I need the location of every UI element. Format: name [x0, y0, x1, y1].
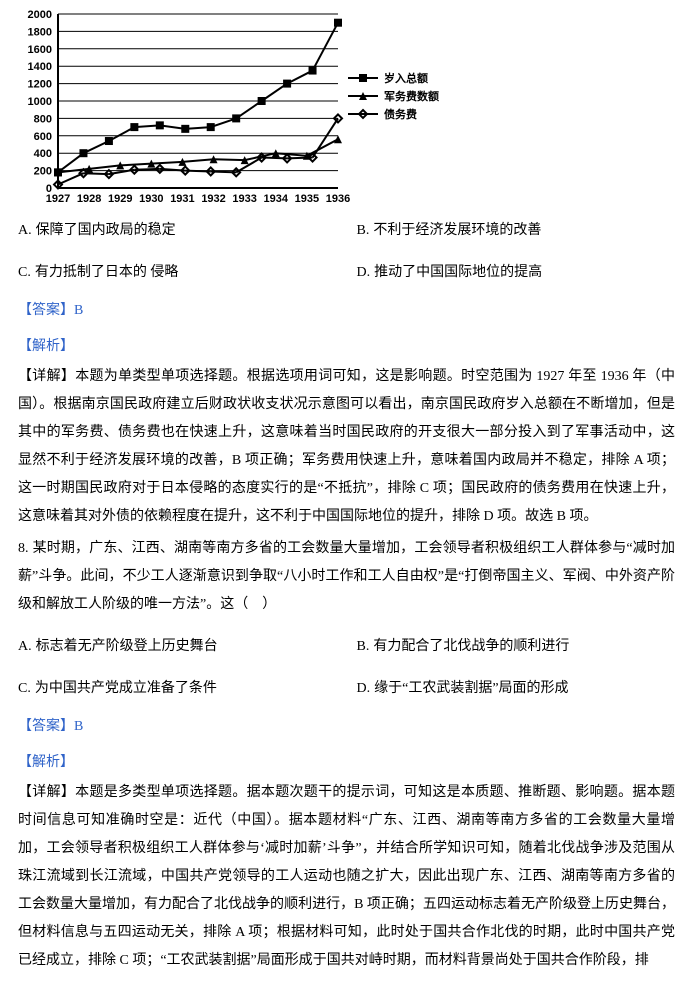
svg-text:1928: 1928 [77, 193, 101, 203]
option-label: D. [357, 675, 371, 703]
svg-text:1934: 1934 [264, 193, 289, 203]
option-label: C. [18, 259, 31, 287]
svg-text:200: 200 [34, 166, 52, 178]
q7-options: A. 保障了国内政局的稳定 B. 不利于经济发展环境的改善 C. 有力抵制了日本… [18, 217, 675, 287]
svg-text:1930: 1930 [139, 193, 163, 203]
svg-text:1927: 1927 [46, 193, 70, 203]
svg-text:600: 600 [34, 131, 52, 143]
q8-answer: 【答案】B [18, 713, 675, 741]
answer-label: 【答案】 [18, 719, 74, 734]
q8-stem-text: 某时期，广东、江西、湖南等南方多省的工会数量大量增加，工会领导者积极组织工人群体… [18, 541, 675, 612]
svg-text:2000: 2000 [28, 9, 52, 21]
svg-text:1929: 1929 [108, 193, 132, 203]
option-text: 为中国共产党成立准备了条件 [35, 675, 217, 703]
option-label: D. [357, 259, 371, 287]
svg-text:1932: 1932 [201, 193, 225, 203]
svg-text:债务费: 债务费 [384, 107, 417, 121]
option-text: 标志着无产阶级登上历史舞台 [36, 633, 218, 661]
q8-options: A. 标志着无产阶级登上历史舞台 B. 有力配合了北伐战争的顺利进行 C. 为中… [18, 633, 675, 703]
svg-text:1600: 1600 [28, 44, 52, 56]
option-text: 有力配合了北伐战争的顺利进行 [373, 633, 569, 661]
svg-text:军务费数额: 军务费数额 [384, 89, 439, 103]
option-text: 有力抵制了日本的 侵略 [35, 259, 179, 287]
svg-text:1931: 1931 [170, 193, 194, 203]
option-label: C. [18, 675, 31, 703]
answer-value: B [74, 303, 83, 318]
svg-text:1800: 1800 [28, 26, 52, 38]
q7-analysis-label: 【解析】 [18, 333, 675, 361]
option-label: B. [357, 217, 370, 245]
option-label: B. [357, 633, 370, 661]
line-chart: 0200400600800100012001400160018002000192… [18, 8, 675, 203]
svg-text:1000: 1000 [28, 96, 52, 108]
option-label: A. [18, 633, 32, 661]
option-text: 缘于“工农武装割据”局面的形成 [374, 675, 568, 703]
svg-text:400: 400 [34, 148, 52, 160]
option-label: A. [18, 217, 32, 245]
answer-label: 【答案】 [18, 303, 74, 318]
details-label: 【详解】 [18, 369, 75, 384]
q7-details: 【详解】本题为单类型单项选择题。根据选项用词可知，这是影响题。时空范围为 192… [18, 363, 675, 531]
svg-text:1933: 1933 [232, 193, 256, 203]
q8-option-b: B. 有力配合了北伐战争的顺利进行 [357, 633, 676, 661]
q8-option-d: D. 缘于“工农武装割据”局面的形成 [357, 675, 676, 703]
details-text: 本题为单类型单项选择题。根据选项用词可知，这是影响题。时空范围为 1927 年至… [18, 369, 675, 524]
svg-text:800: 800 [34, 113, 52, 125]
q7-answer: 【答案】B [18, 297, 675, 325]
option-text: 保障了国内政局的稳定 [36, 217, 176, 245]
details-label: 【详解】 [18, 785, 75, 800]
q8-option-a: A. 标志着无产阶级登上历史舞台 [18, 633, 337, 661]
q7-option-d: D. 推动了中国国际地位的提高 [357, 259, 676, 287]
q7-option-b: B. 不利于经济发展环境的改善 [357, 217, 676, 245]
svg-text:1200: 1200 [28, 79, 52, 91]
answer-value: B [74, 719, 83, 734]
q8-option-c: C. 为中国共产党成立准备了条件 [18, 675, 337, 703]
q7-option-a: A. 保障了国内政局的稳定 [18, 217, 337, 245]
q8-details: 【详解】本题是多类型单项选择题。据本题次题干的提示词，可知这是本质题、推断题、影… [18, 779, 675, 975]
q8-number: 8. [18, 541, 29, 556]
svg-text:岁入总额: 岁入总额 [384, 71, 428, 85]
q7-option-c: C. 有力抵制了日本的 侵略 [18, 259, 337, 287]
q8-stem: 8.某时期，广东、江西、湖南等南方多省的工会数量大量增加，工会领导者积极组织工人… [18, 535, 675, 619]
details-text: 本题是多类型单项选择题。据本题次题干的提示词，可知这是本质题、推断题、影响题。据… [18, 785, 675, 968]
svg-text:1936: 1936 [326, 193, 350, 203]
option-text: 推动了中国国际地位的提高 [374, 259, 542, 287]
svg-text:1935: 1935 [295, 193, 319, 203]
svg-text:1400: 1400 [28, 61, 52, 73]
option-text: 不利于经济发展环境的改善 [373, 217, 541, 245]
q8-analysis-label: 【解析】 [18, 749, 675, 777]
